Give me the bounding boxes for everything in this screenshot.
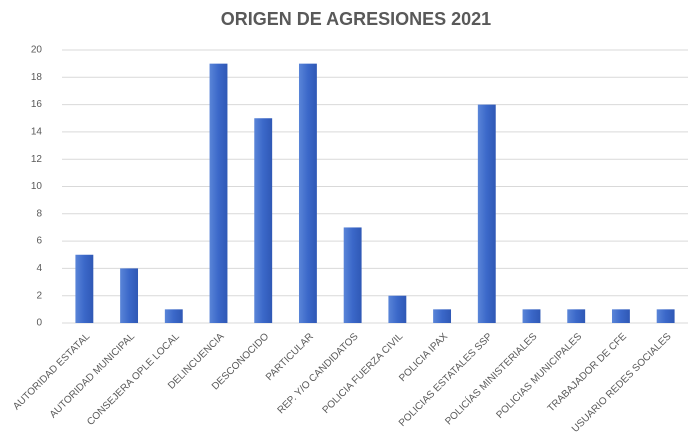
- y-tick-label: 4: [36, 263, 42, 274]
- y-tick-label: 12: [31, 154, 43, 165]
- bar: [343, 227, 362, 323]
- bar: [567, 309, 586, 323]
- y-tick-label: 2: [36, 290, 42, 301]
- bar: [209, 63, 228, 324]
- x-tick-label: REP. Y/O CANDIDATOS: [276, 331, 361, 416]
- bar: [611, 309, 630, 323]
- x-tick-label: POLICIA FUERZA CIVIL: [321, 331, 406, 416]
- bar: [298, 63, 317, 324]
- x-tick-label: AUTORIDAD MUNICIPAL: [48, 331, 138, 421]
- y-tick-label: 20: [31, 45, 43, 56]
- bar: [164, 309, 183, 323]
- bar: [254, 118, 273, 323]
- x-tick-label: USUARIO REDES SOCIALES: [570, 331, 674, 435]
- x-tick-label: CONSEJERA OPLE LOCAL: [85, 331, 182, 428]
- y-tick-label: 16: [31, 99, 43, 110]
- bar: [75, 254, 94, 323]
- y-tick-label: 14: [31, 127, 43, 138]
- bar: [656, 309, 675, 323]
- x-tick-label: POLICÍAS MINISTERIALES: [442, 330, 540, 428]
- bar: [120, 268, 139, 323]
- bar: [477, 104, 496, 323]
- y-tick-label: 10: [31, 181, 43, 192]
- x-tick-label: TRABAJADOR DE CFE: [546, 331, 629, 414]
- x-tick-label: POLICIAS MUNICIPALES: [494, 331, 584, 421]
- bar: [433, 309, 452, 323]
- bar: [522, 309, 541, 323]
- x-tick-label: POLICIAS ESTATALES SSP: [397, 331, 495, 429]
- chart-title: ORIGEN DE AGRESIONES 2021: [221, 9, 491, 29]
- y-tick-label: 8: [36, 208, 42, 219]
- y-tick-label: 0: [36, 318, 42, 329]
- x-tick-label: AUTORIDAD ESTATAL: [11, 331, 92, 412]
- bar: [388, 295, 407, 323]
- y-tick-label: 18: [31, 72, 43, 83]
- y-tick-label: 6: [36, 236, 42, 247]
